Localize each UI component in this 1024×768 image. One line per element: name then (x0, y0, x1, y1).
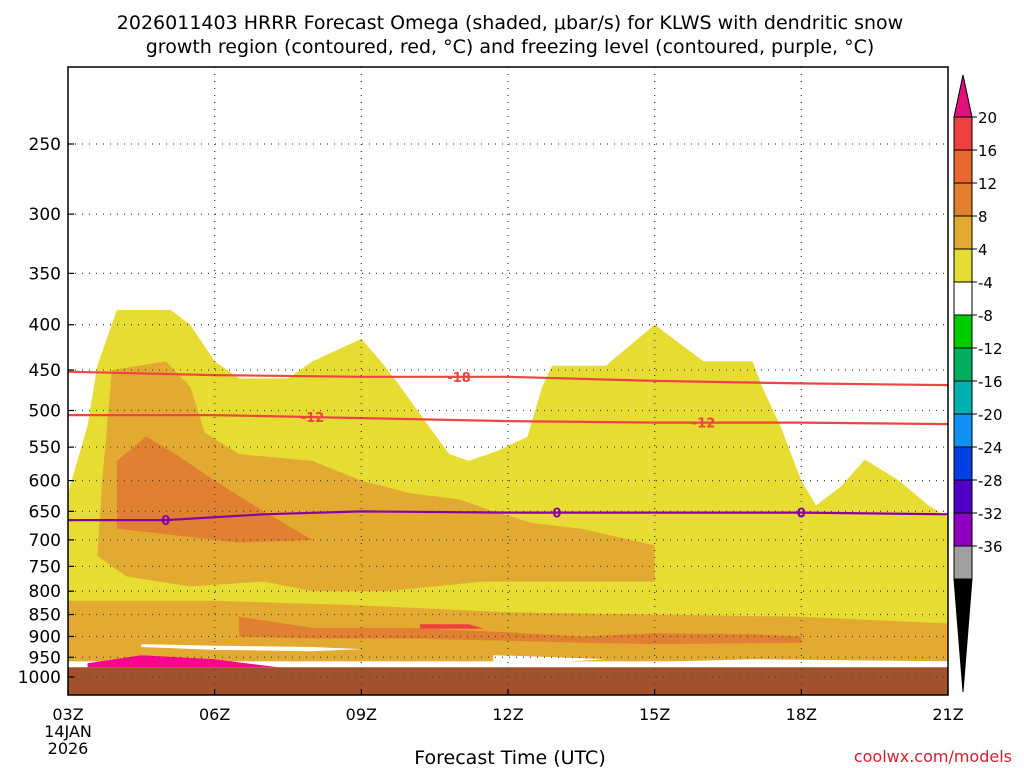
ytick-label-600: 600 (29, 472, 61, 492)
colorbar-bin-1 (953, 149, 973, 184)
ytick-label-400: 400 (29, 316, 61, 336)
colorbar-bin-5 (953, 281, 973, 316)
colorbar-bin-11 (953, 479, 973, 514)
ytick-label-250: 250 (29, 135, 61, 155)
x-axis-ticks: 03Z 06Z 09Z 12Z 15Z 18Z 21Z (52, 689, 964, 724)
colorbar-bin-13 (953, 545, 973, 580)
omega-region-3 (68, 600, 948, 662)
ytick-label-350: 350 (29, 264, 61, 284)
ytick-label-1000: 1000 (18, 668, 61, 688)
colorbar-bin-2 (953, 182, 973, 217)
colorbar-label-2: 12 (978, 175, 997, 193)
xtick-label-15Z: 15Z (639, 705, 670, 724)
xtick-label-03Z: 03Z (52, 705, 83, 724)
contour-label-2-0: 0 (161, 514, 170, 529)
colorbar-label-0: 20 (978, 109, 997, 127)
ytick-label-500: 500 (29, 402, 61, 422)
colorbar-label-1: 16 (978, 142, 997, 160)
colorbar-bin-8 (953, 380, 973, 415)
ytick-label-950: 950 (29, 648, 61, 668)
xtick-label-18Z: 18Z (786, 705, 817, 724)
ytick-label-700: 700 (29, 531, 61, 551)
ytick-label-300: 300 (29, 205, 61, 225)
colorbar-bin-12 (953, 512, 973, 547)
contour-label-2-2: 0 (797, 507, 806, 522)
colorbar-bin-3 (953, 215, 973, 250)
colorbar-bin-10 (953, 446, 973, 481)
colorbar-label-3: 8 (978, 208, 988, 226)
ytick-label-750: 750 (29, 557, 61, 577)
colorbar-bin-4 (953, 248, 973, 283)
chart-title-line2: growth region (contoured, red, °C) and f… (146, 36, 875, 58)
omega-region-8 (493, 655, 606, 663)
year-label: 2026 (48, 739, 89, 758)
omega-region-4 (239, 616, 802, 645)
ytick-label-900: 900 (29, 627, 61, 647)
colorbar-bin-9 (953, 413, 973, 448)
y-axis-ticks: 2503003504004505005506006507007508008509… (18, 135, 74, 688)
colorbar-label-6: -8 (978, 307, 993, 325)
omega-region-7 (141, 644, 362, 652)
x-axis-label: Forecast Time (UTC) (414, 747, 605, 768)
xtick-label-06Z: 06Z (199, 705, 230, 724)
contour-label-1-0: -12 (301, 411, 325, 426)
ytick-label-550: 550 (29, 438, 61, 458)
omega-region-5 (420, 624, 484, 629)
colorbar-bin-6 (953, 314, 973, 349)
xtick-label-12Z: 12Z (492, 705, 523, 724)
contour-line-2 (68, 510, 949, 522)
omega-shading-layer (68, 310, 948, 695)
colorbar-label-13: -36 (978, 538, 1003, 556)
colorbar-label-4: 4 (978, 241, 988, 259)
colorbar-top-arrow (953, 74, 973, 118)
contour-label-1-1: -12 (692, 417, 716, 432)
colorbar-label-10: -24 (978, 439, 1003, 457)
omega-region-2 (116, 436, 313, 543)
colorbar-label-9: -20 (978, 406, 1003, 424)
colorbar-bin-0 (953, 116, 973, 151)
colorbar-label-8: -16 (978, 373, 1003, 391)
xtick-label-09Z: 09Z (346, 705, 377, 724)
colorbar-label-11: -28 (978, 472, 1003, 490)
date-label: 14JAN (44, 722, 92, 741)
omega-colorbar: 20 16 12 8 4 -4 -8 -12 -16 -20 -24 -28 -32 -36 (953, 74, 1003, 693)
contour-label-0-0: -18 (447, 371, 471, 386)
omega-region-9 (605, 659, 948, 668)
ytick-label-450: 450 (29, 361, 61, 381)
chart-title-line1: 2026011403 HRRR Forecast Omega (shaded, … (117, 12, 903, 34)
colorbar-label-7: -12 (978, 340, 1003, 358)
xtick-label-21Z: 21Z (932, 705, 963, 724)
ytick-label-800: 800 (29, 582, 61, 602)
contour-label-2-1: 0 (552, 507, 561, 522)
contour-line-1 (68, 414, 949, 426)
watermark: coolwx.com/models (854, 747, 1012, 766)
colorbar-bin-7 (953, 347, 973, 382)
omega-region-6 (87, 655, 279, 668)
colorbar-label-12: -32 (978, 505, 1003, 523)
colorbar-label-5: -4 (978, 274, 993, 292)
colorbar-bottom-arrow (953, 578, 973, 693)
ytick-label-850: 850 (29, 606, 61, 626)
ytick-label-650: 650 (29, 502, 61, 522)
